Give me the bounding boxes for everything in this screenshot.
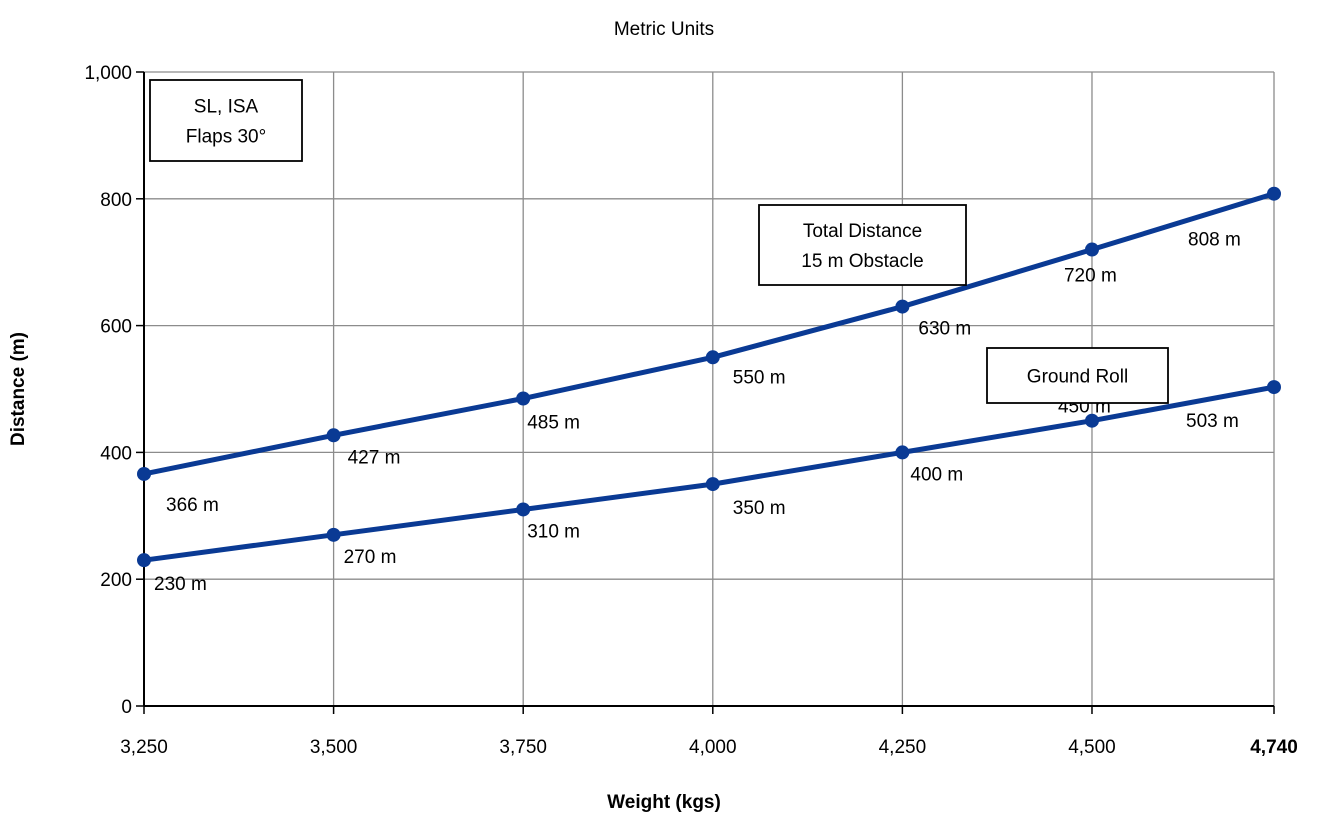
y-axis-label: Distance (m) bbox=[8, 332, 29, 446]
y-tick-label: 600 bbox=[100, 317, 132, 338]
x-tick-label: 3,750 bbox=[499, 737, 547, 758]
x-tick-label: 3,250 bbox=[120, 737, 168, 758]
x-tick-label: 4,740 bbox=[1250, 737, 1298, 758]
chart-title: Metric Units bbox=[614, 19, 714, 40]
data-label: 550 m bbox=[733, 367, 786, 388]
x-tick-label: 4,000 bbox=[689, 737, 737, 758]
data-point bbox=[326, 527, 341, 542]
series-layer: 366 m 427 m 485 m 550 m 630 m 720 m 808 m 230 m… bbox=[137, 186, 1281, 595]
data-label: 350 m bbox=[733, 498, 786, 519]
conditions-box: SL, ISA Flaps 30° bbox=[149, 79, 303, 162]
data-label: 427 m bbox=[348, 447, 401, 468]
data-point bbox=[137, 466, 151, 481]
ground-roll-box: Ground Roll bbox=[986, 347, 1169, 404]
x-axis-label: Weight (kgs) bbox=[607, 792, 721, 813]
data-point bbox=[516, 502, 531, 517]
ground-roll-box-text: Ground Roll bbox=[1027, 367, 1128, 388]
conditions-box-frame bbox=[149, 79, 303, 162]
y-tick-label: 1,000 bbox=[84, 63, 132, 84]
axes bbox=[143, 72, 1274, 707]
x-tick-label: 3,500 bbox=[310, 737, 358, 758]
y-tick-label: 400 bbox=[100, 443, 132, 464]
ground-roll-box-frame bbox=[986, 347, 1169, 404]
data-point bbox=[1084, 413, 1099, 428]
x-tick-label: 4,500 bbox=[1068, 737, 1116, 758]
total-distance-box-text: Total Distance bbox=[803, 221, 922, 242]
y-axis-ticks: 0 200 400 600 800 1,000 bbox=[84, 63, 144, 718]
data-point bbox=[1267, 186, 1281, 201]
data-label: 366 m bbox=[166, 495, 219, 516]
total-distance-box-text: 15 m Obstacle bbox=[801, 251, 924, 272]
data-point bbox=[705, 477, 720, 492]
data-point bbox=[1267, 380, 1281, 395]
total-distance-box: Total Distance 15 m Obstacle bbox=[758, 204, 967, 286]
data-point bbox=[326, 428, 341, 443]
data-label: 808 m bbox=[1188, 230, 1241, 251]
series-line bbox=[143, 191, 1275, 477]
data-point bbox=[1084, 242, 1099, 257]
total-distance-box-frame bbox=[758, 204, 967, 286]
data-label: 270 m bbox=[344, 547, 397, 568]
y-tick-label: 800 bbox=[100, 190, 132, 211]
y-tick-label: 200 bbox=[100, 570, 132, 591]
data-point bbox=[895, 445, 910, 460]
data-label: 630 m bbox=[918, 319, 971, 340]
data-label: 310 m bbox=[527, 521, 580, 542]
data-point bbox=[895, 299, 910, 314]
annotations: SL, ISA Flaps 30° Total Distance 15 m Obsta… bbox=[149, 79, 1169, 404]
data-label: 503 m bbox=[1186, 411, 1239, 432]
data-point bbox=[516, 391, 531, 406]
data-point bbox=[705, 350, 720, 365]
y-tick-label: 0 bbox=[121, 697, 132, 718]
data-label: 230 m bbox=[154, 574, 207, 595]
x-axis-ticks: 3,250 3,500 3,750 4,000 4,250 4,500 4,740 bbox=[120, 706, 1298, 758]
data-label: 400 m bbox=[910, 464, 963, 485]
data-label: 720 m bbox=[1064, 266, 1117, 287]
conditions-box-text: SL, ISA bbox=[194, 97, 259, 118]
x-tick-label: 4,250 bbox=[879, 737, 927, 758]
data-point bbox=[137, 553, 151, 568]
conditions-box-text: Flaps 30° bbox=[186, 127, 266, 148]
data-label: 485 m bbox=[527, 413, 580, 434]
